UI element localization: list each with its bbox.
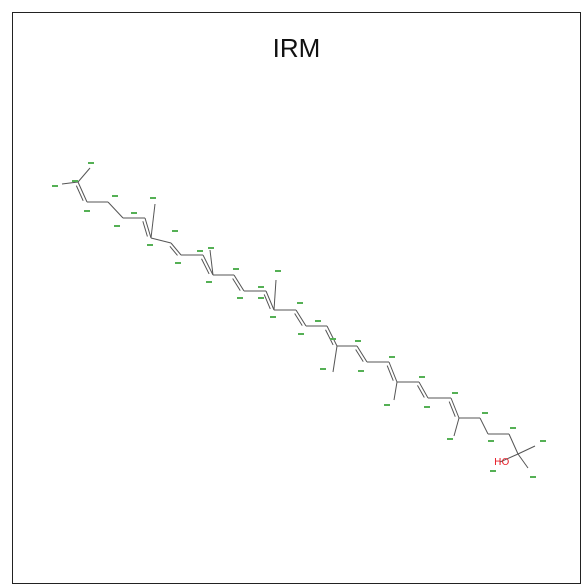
atom-hint-mark <box>258 297 264 299</box>
atom-hint-mark <box>72 180 78 182</box>
atom-hint-mark <box>490 470 496 472</box>
atom-hint-mark <box>384 404 390 406</box>
bond <box>332 345 338 373</box>
atom-hint-mark <box>150 197 156 199</box>
bond <box>265 290 275 311</box>
atom-hint-mark <box>258 286 264 288</box>
atom-hint-mark <box>297 302 303 304</box>
atom-hint-mark <box>358 370 364 372</box>
atom-hint-mark <box>147 244 153 246</box>
atom-hint-mark <box>206 281 212 283</box>
bond <box>263 294 271 310</box>
atom-hint-mark <box>275 270 281 272</box>
atom-hint-mark <box>237 297 243 299</box>
molecule-title: IRM <box>272 33 321 63</box>
bond <box>393 381 398 401</box>
bond <box>61 181 79 185</box>
bond <box>453 417 460 437</box>
bond <box>169 246 178 256</box>
atom-hint-mark <box>389 356 395 358</box>
bond <box>386 365 394 381</box>
bond <box>450 397 460 419</box>
bond <box>295 309 307 327</box>
bond <box>150 203 156 239</box>
bond <box>77 167 91 183</box>
atom-hint-mark <box>131 212 137 214</box>
atom-hint-mark <box>172 230 178 232</box>
atom-hint-mark <box>355 340 361 342</box>
atom-hint-mark <box>52 185 58 187</box>
atom-labels <box>52 162 546 478</box>
bond <box>144 217 152 239</box>
atom-hint-mark <box>88 162 94 164</box>
atom-hint-mark <box>530 476 536 478</box>
atom-hint-mark <box>482 412 488 414</box>
hydroxyl-label: HO <box>494 457 510 468</box>
atom-hint-mark <box>320 368 326 370</box>
bond <box>202 254 214 276</box>
atom-hint-mark <box>315 320 321 322</box>
bond-lines <box>61 167 536 469</box>
bond <box>233 274 245 292</box>
atom-hint-mark <box>208 247 214 249</box>
bond <box>479 417 489 435</box>
atom-hint-mark <box>270 316 276 318</box>
bond <box>356 345 368 363</box>
bond <box>508 433 519 455</box>
bond <box>232 278 241 291</box>
bond <box>326 325 338 347</box>
atom-hint-mark <box>424 406 430 408</box>
atom-hint-mark <box>233 268 239 270</box>
bond <box>448 401 456 417</box>
atom-hint-mark <box>175 262 181 264</box>
atom-hint-mark <box>298 333 304 335</box>
atom-hint-mark <box>112 195 118 197</box>
atom-hint-mark <box>510 427 516 429</box>
molecule-panel: IRM <box>12 12 581 584</box>
bond <box>388 361 398 383</box>
bond <box>107 201 124 219</box>
bond <box>325 329 334 346</box>
atom-hint-mark <box>330 338 336 340</box>
atom-hint-mark <box>447 438 453 440</box>
atom-hint-mark <box>488 440 494 442</box>
atom-hint-mark <box>419 376 425 378</box>
bond <box>142 221 148 237</box>
bond <box>418 381 429 399</box>
bond <box>150 237 172 244</box>
bond <box>209 249 214 276</box>
bond <box>417 385 425 398</box>
bond <box>201 258 210 275</box>
bond <box>517 453 529 469</box>
bond <box>294 313 303 326</box>
bond <box>517 445 536 455</box>
bond <box>499 453 519 463</box>
atom-hint-mark <box>114 225 120 227</box>
bond <box>170 242 182 256</box>
bond <box>355 349 364 362</box>
atom-hint-mark <box>84 210 90 212</box>
bond <box>77 181 88 203</box>
atom-hint-mark <box>452 392 458 394</box>
bond <box>273 279 277 311</box>
atom-hint-mark <box>197 250 203 252</box>
atom-hint-mark <box>540 440 546 442</box>
bond <box>75 185 84 202</box>
